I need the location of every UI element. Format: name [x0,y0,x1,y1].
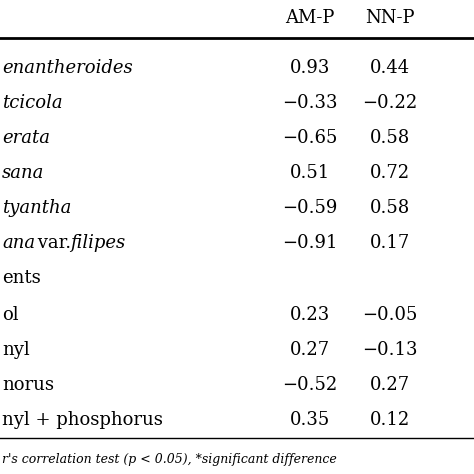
Text: −0.91: −0.91 [282,234,338,252]
Text: 0.58: 0.58 [370,199,410,217]
Text: −0.13: −0.13 [362,341,418,359]
Text: erata: erata [2,129,50,147]
Text: 0.72: 0.72 [370,164,410,182]
Text: −0.59: −0.59 [283,199,337,217]
Text: 0.44: 0.44 [370,59,410,77]
Text: enantheroides: enantheroides [2,59,133,77]
Text: 0.58: 0.58 [370,129,410,147]
Text: ana: ana [2,234,35,252]
Text: −0.52: −0.52 [283,376,337,394]
Text: ents: ents [2,269,41,287]
Text: norus: norus [2,376,54,394]
Text: NN-P: NN-P [365,9,415,27]
Text: sana: sana [2,164,45,182]
Text: tcicola: tcicola [2,94,63,112]
Text: −0.33: −0.33 [282,94,338,112]
Text: −0.65: −0.65 [283,129,337,147]
Text: 0.35: 0.35 [290,411,330,429]
Text: nyl + phosphorus: nyl + phosphorus [2,411,163,429]
Text: −0.05: −0.05 [362,306,418,324]
Text: tyantha: tyantha [2,199,72,217]
Text: 0.93: 0.93 [290,59,330,77]
Text: filipes: filipes [70,234,125,252]
Text: 0.23: 0.23 [290,306,330,324]
Text: AM-P: AM-P [285,9,335,27]
Text: 0.51: 0.51 [290,164,330,182]
Text: 0.27: 0.27 [370,376,410,394]
Text: r's correlation test (p < 0.05), *significant difference: r's correlation test (p < 0.05), *signif… [2,454,337,466]
Text: var.: var. [32,234,77,252]
Text: 0.27: 0.27 [290,341,330,359]
Text: −0.22: −0.22 [363,94,418,112]
Text: 0.17: 0.17 [370,234,410,252]
Text: ol: ol [2,306,18,324]
Text: 0.12: 0.12 [370,411,410,429]
Text: nyl: nyl [2,341,30,359]
